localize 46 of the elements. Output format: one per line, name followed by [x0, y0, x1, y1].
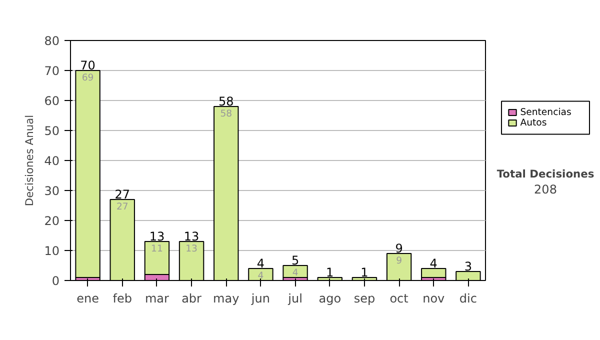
- total-label: 5: [291, 254, 300, 268]
- x-tick-label: ago: [318, 292, 342, 306]
- x-tick-label: feb: [112, 292, 132, 306]
- data-label: 69: [82, 72, 94, 84]
- data-label: 13: [186, 244, 198, 254]
- data-label: 58: [220, 108, 232, 120]
- total-label: 3: [464, 260, 472, 274]
- data-label: 9: [396, 256, 402, 266]
- total-label: 13: [149, 230, 165, 244]
- total-label: 13: [184, 230, 200, 244]
- total-label: 70: [80, 58, 96, 72]
- data-label: 4: [292, 268, 298, 278]
- x-tick-label: sep: [354, 292, 376, 306]
- x-tick-label: jun: [250, 292, 270, 306]
- total-label: 4: [256, 256, 265, 270]
- legend-label: Autos: [520, 118, 547, 128]
- x-tick-label: mar: [144, 292, 170, 306]
- total-label: 27: [114, 188, 130, 202]
- total-label: 58: [218, 94, 234, 108]
- x-tick-label: nov: [422, 292, 445, 306]
- x-tick-label: may: [213, 292, 240, 306]
- total-label: 9: [395, 242, 403, 256]
- y-tick-label: 0: [52, 274, 60, 288]
- y-tick-label: 20: [44, 214, 60, 228]
- y-tick-label: 50: [44, 124, 60, 138]
- data-label: 27: [116, 202, 128, 212]
- x-tick-label: oct: [390, 292, 409, 306]
- legend-label: Sentencias: [520, 107, 572, 118]
- y-tick-label: 70: [44, 64, 60, 78]
- y-axis-title: Decisiones Anual: [23, 114, 36, 206]
- y-tick-label: 30: [44, 184, 60, 198]
- text: 208: [534, 182, 557, 196]
- x-tick-label: abr: [182, 292, 202, 306]
- y-tick-label: 80: [44, 34, 60, 48]
- total-label: 1: [326, 266, 334, 280]
- x-tick-label: ene: [76, 292, 99, 306]
- x-tick-label: jul: [287, 292, 302, 306]
- y-tick-label: 10: [44, 244, 60, 258]
- x-tick-label: dic: [459, 292, 477, 306]
- y-tick-label: 60: [44, 94, 60, 108]
- data-label: 4: [258, 270, 264, 282]
- text: Total Decisiones: [496, 168, 594, 180]
- data-label: 11: [151, 244, 163, 254]
- total-label: 4: [430, 256, 438, 270]
- total-label: 1: [360, 266, 368, 280]
- y-tick-label: 40: [44, 154, 60, 168]
